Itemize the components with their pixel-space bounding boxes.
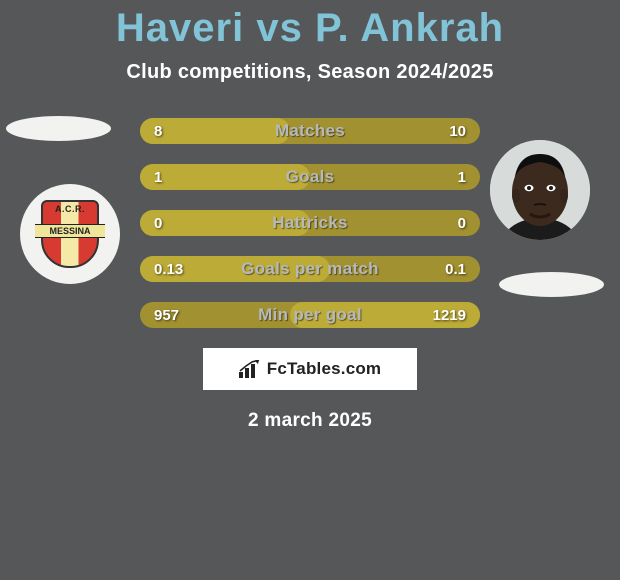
stat-row: Hattricks0 0 xyxy=(140,210,480,236)
stat-value-right: 0.1 xyxy=(445,261,466,278)
date-text: 2 march 2025 xyxy=(0,410,620,432)
comparison-area: Matches8 10 Goals1 1 Hattricks0 0 Goals per ma… xyxy=(0,116,620,432)
player1-club-badge xyxy=(20,184,120,284)
stat-row: Matches8 10 xyxy=(140,118,480,144)
stat-row: Goals per match0.13 0.1 xyxy=(140,256,480,282)
stat-value-left: 8 xyxy=(154,123,162,140)
player2-avatar xyxy=(490,140,590,240)
stat-value-right: 0 xyxy=(458,215,466,232)
stat-label: Matches xyxy=(140,121,480,141)
subtitle: Club competitions, Season 2024/2025 xyxy=(0,61,620,84)
stat-value-left: 957 xyxy=(154,307,179,324)
player2-club-placeholder xyxy=(499,272,604,297)
brand-text: FcTables.com xyxy=(267,359,382,379)
stat-label: Goals per match xyxy=(140,259,480,279)
stat-row: Min per goal957 1219 xyxy=(140,302,480,328)
stat-value-right: 1219 xyxy=(433,307,466,324)
title-vs: vs xyxy=(256,6,303,50)
club-logo-icon xyxy=(34,194,106,274)
stat-label: Hattricks xyxy=(140,213,480,233)
stat-value-left: 0.13 xyxy=(154,261,183,278)
title-player1: Haveri xyxy=(116,6,244,50)
brand-box: FcTables.com xyxy=(203,348,417,390)
page-title: Haveri vs P. Ankrah xyxy=(0,0,620,51)
stat-value-left: 0 xyxy=(154,215,162,232)
stat-label: Goals xyxy=(140,167,480,187)
stat-value-right: 1 xyxy=(458,169,466,186)
stat-label: Min per goal xyxy=(140,305,480,325)
bars-growth-icon xyxy=(239,360,261,378)
title-player2: P. Ankrah xyxy=(315,6,504,50)
stat-value-right: 10 xyxy=(449,123,466,140)
player1-avatar-placeholder xyxy=(6,116,111,141)
face-icon xyxy=(490,140,590,240)
stat-bars: Matches8 10 Goals1 1 Hattricks0 0 Goals per ma… xyxy=(140,116,480,328)
stat-row: Goals1 1 xyxy=(140,164,480,190)
stat-value-left: 1 xyxy=(154,169,162,186)
